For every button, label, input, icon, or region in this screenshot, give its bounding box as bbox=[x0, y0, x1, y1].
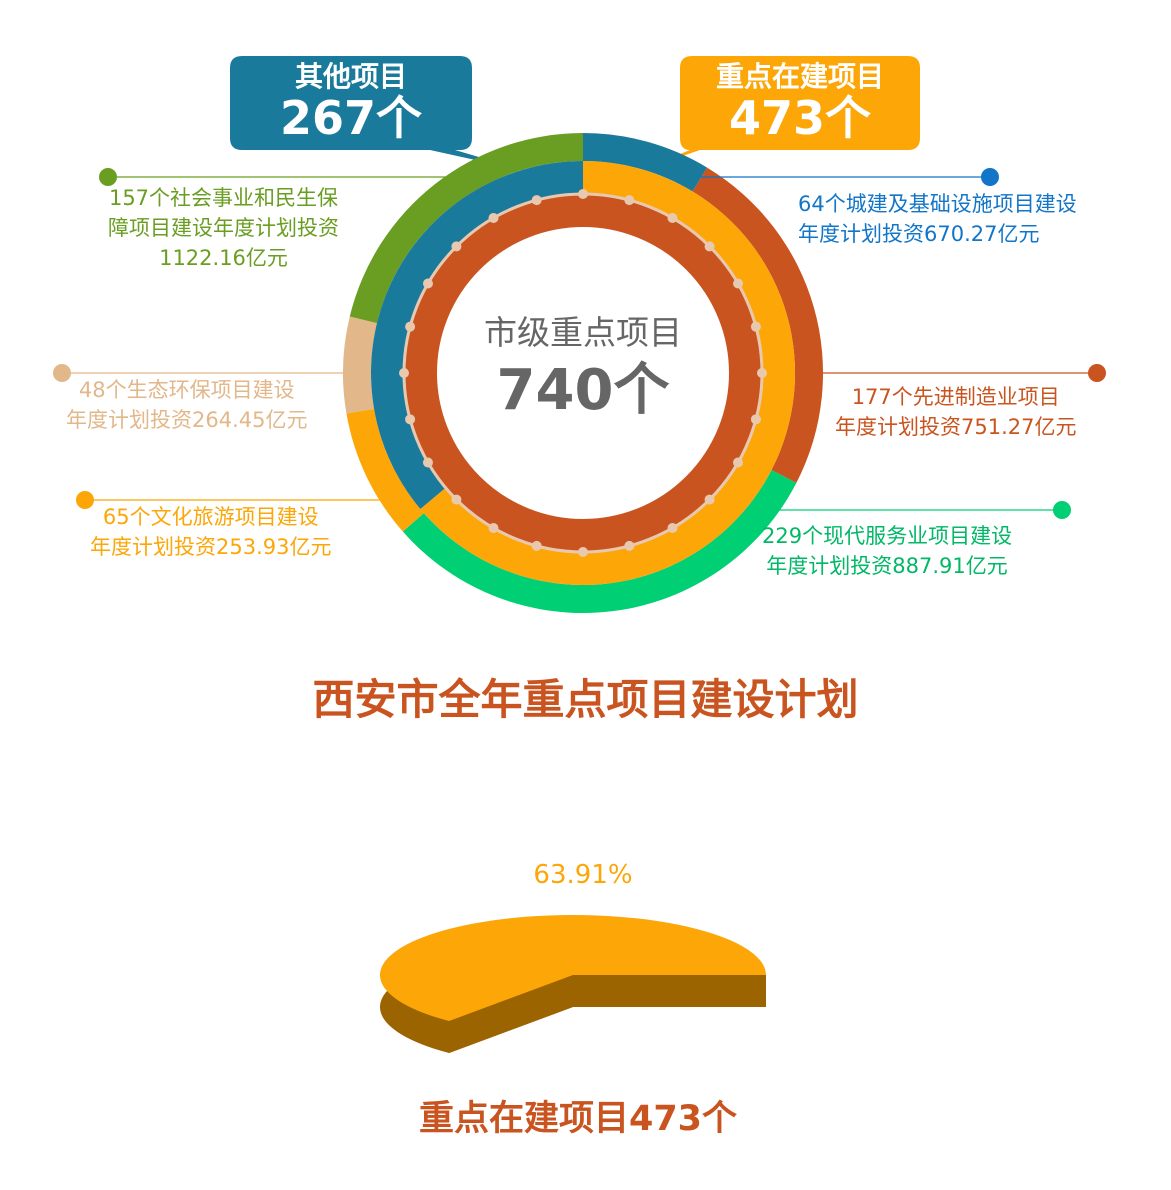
ring-dot bbox=[624, 540, 635, 551]
ring-dot bbox=[405, 321, 416, 332]
leader-dot bbox=[53, 364, 71, 382]
outer-ring-segment bbox=[583, 133, 708, 192]
ring-dot bbox=[531, 540, 542, 551]
callout-key-title: 重点在建项目 bbox=[715, 60, 884, 93]
label-line: 64个城建及基础设施项目建设 bbox=[798, 192, 1077, 216]
ring-dot bbox=[750, 321, 761, 332]
label-line: 年度计划投资887.91亿元 bbox=[766, 554, 1008, 578]
outer-ring-segment bbox=[346, 408, 424, 532]
ring-dot bbox=[422, 457, 433, 468]
leader-dot bbox=[1053, 501, 1071, 519]
ring-dot bbox=[667, 523, 678, 534]
callout-other-value: 267个 bbox=[279, 91, 423, 145]
label-line: 229个现代服务业项目建设 bbox=[762, 524, 1013, 548]
ring-dot bbox=[531, 195, 542, 206]
outer-ring-segment bbox=[349, 133, 583, 324]
pie-top bbox=[380, 915, 766, 1022]
callout-key-box bbox=[636, 56, 920, 172]
label-line: 157个社会事业和民生保 bbox=[108, 186, 339, 210]
ring-dot bbox=[578, 547, 588, 557]
callout-other-title: 其他项目 bbox=[294, 60, 407, 93]
ring-dot bbox=[488, 523, 499, 534]
label-line: 65个文化旅游项目建设 bbox=[102, 505, 319, 529]
middle-ring-segment-other bbox=[371, 161, 583, 509]
ring-dot bbox=[757, 368, 767, 378]
ring-dot bbox=[733, 457, 744, 468]
label-line: 年度计划投资253.93亿元 bbox=[90, 535, 332, 559]
page-title: 西安市全年重点项目建设计划 bbox=[312, 675, 859, 724]
ring-dot bbox=[451, 494, 462, 505]
outer-ring-segment bbox=[692, 167, 824, 483]
leader-dot bbox=[99, 168, 117, 186]
callout-key-projects: 重点在建项目 473个 bbox=[680, 60, 920, 142]
leader-dot bbox=[76, 491, 94, 509]
label-ecology: 48个生态环保项目建设 年度计划投资264.45亿元 bbox=[66, 375, 307, 435]
ring-dot bbox=[488, 212, 499, 223]
label-infrastructure: 64个城建及基础设施项目建设 年度计划投资670.27亿元 bbox=[798, 189, 1077, 249]
ring-dot bbox=[399, 368, 409, 378]
label-line: 障项目建设年度计划投资 bbox=[108, 216, 339, 240]
ring-dot bbox=[704, 494, 715, 505]
ring-dot bbox=[750, 414, 761, 425]
callout-key-value: 473个 bbox=[728, 91, 872, 145]
pie-caption: 重点在建项目473个 bbox=[418, 1099, 738, 1139]
label-line: 年度计划投资670.27亿元 bbox=[798, 222, 1040, 246]
outer-ring-segment bbox=[402, 470, 797, 613]
core-ring bbox=[405, 195, 761, 551]
pie-cut-face bbox=[449, 975, 573, 1054]
label-social: 157个社会事业和民生保 障项目建设年度计划投资 1122.16亿元 bbox=[108, 183, 339, 273]
ring-dot bbox=[733, 278, 744, 289]
callout-other-projects: 其他项目 267个 bbox=[230, 60, 472, 142]
center-value: 740个 bbox=[496, 358, 670, 423]
label-services: 229个现代服务业项目建设 年度计划投资887.91亿元 bbox=[762, 521, 1012, 581]
label-line: 1122.16亿元 bbox=[159, 246, 288, 270]
ring-dot bbox=[704, 241, 715, 252]
ring-dot bbox=[451, 241, 462, 252]
pie-cut-face bbox=[573, 975, 766, 1007]
middle-ring-segment-key bbox=[420, 161, 795, 585]
label-culture-tourism: 65个文化旅游项目建设 年度计划投资253.93亿元 bbox=[90, 502, 331, 562]
label-line: 48个生态环保项目建设 bbox=[78, 378, 295, 402]
ring-dot bbox=[422, 278, 433, 289]
ring-dot bbox=[667, 212, 678, 223]
ring-dot bbox=[578, 189, 588, 199]
callout-other-box bbox=[230, 56, 530, 172]
ring-dot bbox=[405, 414, 416, 425]
outer-ring-segment bbox=[343, 316, 377, 414]
label-line: 177个先进制造业项目 bbox=[851, 385, 1060, 409]
label-manufacturing: 177个先进制造业项目 年度计划投资751.27亿元 bbox=[835, 382, 1076, 442]
pie-data-label: 63.91% bbox=[533, 860, 633, 890]
leader-dot bbox=[1088, 364, 1106, 382]
label-line: 年度计划投资751.27亿元 bbox=[835, 415, 1077, 439]
center-label: 市级重点项目 740个 bbox=[433, 310, 733, 426]
leader-dot bbox=[981, 168, 999, 186]
ring-dot bbox=[624, 195, 635, 206]
center-title: 市级重点项目 bbox=[484, 313, 682, 352]
label-line: 年度计划投资264.45亿元 bbox=[66, 408, 308, 432]
